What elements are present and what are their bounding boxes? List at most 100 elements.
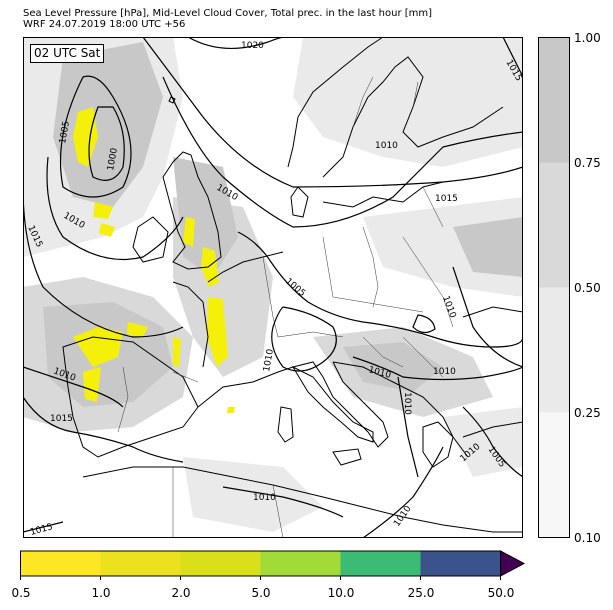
border-iberia bbox=[117, 366, 129, 433]
isobar-1010-iberia bbox=[23, 366, 124, 408]
coast-italy bbox=[291, 365, 374, 443]
precip-cell-iberia-2 bbox=[83, 367, 101, 402]
isobar-1015-scandinavia bbox=[502, 37, 523, 78]
border-scandinavia bbox=[352, 76, 374, 128]
isobar-1020 bbox=[187, 37, 303, 49]
map-canvas: 1020 1015 1010 1010 1015 1005 1000 1010 … bbox=[23, 37, 523, 538]
isobar-1015-north bbox=[142, 37, 523, 188]
border-poland-east bbox=[362, 226, 379, 308]
cloud-area-east-core bbox=[453, 217, 523, 277]
isobar-label: 1015 bbox=[29, 522, 54, 538]
precip-cell-iberia-4 bbox=[173, 337, 181, 367]
chart-title-line1: Sea Level Pressure [hPa], Mid-Level Clou… bbox=[23, 8, 433, 19]
prec-cbar-segment bbox=[420, 551, 501, 576]
prec-cbar-tick-label: 50.0 bbox=[487, 586, 515, 600]
border-africa-2 bbox=[272, 484, 284, 538]
isobar-1010-north bbox=[162, 76, 523, 228]
cloud-cover-colorbar bbox=[538, 37, 570, 538]
border-france-germany bbox=[262, 256, 279, 338]
coast-uk bbox=[162, 151, 222, 270]
cloud-cbar-tick-label: 0.75 bbox=[574, 156, 601, 170]
weather-map: 1020 1015 1010 1010 1015 1005 1000 1010 … bbox=[23, 37, 523, 538]
cloud-cbar-tick-label: 0.50 bbox=[574, 281, 601, 295]
prec-cbar-tick-label: 5.0 bbox=[251, 586, 271, 600]
cloud-cover-layer bbox=[23, 37, 523, 532]
cloud-cbar-segment bbox=[538, 162, 570, 288]
precip-cell-atlantic bbox=[73, 107, 98, 167]
cloud-cbar-segment bbox=[538, 412, 570, 538]
prec-cbar-tick-label: 2.0 bbox=[171, 586, 191, 600]
isobar-1015-west bbox=[23, 186, 184, 338]
isobar-label: 1000 bbox=[106, 147, 120, 172]
precipitation-layer bbox=[73, 107, 235, 413]
isobar-label: 1010 bbox=[375, 141, 398, 151]
cloud-area-uk bbox=[173, 157, 238, 277]
coast-iberia bbox=[62, 336, 199, 458]
isobar-label: 1010 bbox=[402, 392, 412, 415]
prec-cbar-segment bbox=[260, 551, 341, 576]
forecast-time-label: 02 UTC Sat bbox=[30, 44, 105, 63]
cloud-cbar-tick-label: 0.25 bbox=[574, 406, 601, 420]
cloud-area-turkey bbox=[443, 407, 523, 477]
isobar-1005-low bbox=[59, 75, 132, 198]
border-baltic-states bbox=[422, 186, 444, 228]
isobar-label: 1010 bbox=[440, 295, 457, 320]
isobar-1015-iberia bbox=[23, 396, 184, 463]
border-pyrenees bbox=[172, 371, 199, 383]
isobar-label: 1005 bbox=[58, 120, 72, 144]
precip-cell-france-2 bbox=[207, 297, 228, 367]
prec-cbar-tick-label: 25.0 bbox=[407, 586, 435, 600]
prec-cbar-segment bbox=[340, 551, 421, 576]
isobar-1010-balkans bbox=[352, 356, 523, 381]
border-finland bbox=[412, 81, 419, 108]
coast-france-north bbox=[207, 251, 284, 283]
coast-denmark bbox=[290, 186, 309, 218]
coast-france-west bbox=[172, 281, 209, 368]
coast-sweden-finland bbox=[322, 56, 504, 178]
precip-cell-iberia-3 bbox=[127, 322, 148, 337]
coast-north-africa bbox=[82, 466, 523, 533]
coast-turkey bbox=[462, 421, 523, 438]
precip-cell-france-1 bbox=[201, 247, 219, 287]
isobar-label: 1015 bbox=[435, 194, 458, 204]
prec-cbar-extend-arrow bbox=[500, 550, 526, 577]
border-layer bbox=[117, 76, 454, 538]
precip-cell-north-1 bbox=[99, 223, 115, 237]
prec-cbar-segment bbox=[100, 551, 181, 576]
cloud-area-balkans-core bbox=[343, 342, 443, 392]
chart-title-line2: WRF 24.07.2019 18:00 UTC +56 bbox=[23, 19, 186, 30]
precip-cell-iberia-1 bbox=[73, 327, 123, 367]
isobar-label: 1005 bbox=[283, 277, 307, 299]
prec-cbar-segment bbox=[20, 551, 101, 576]
isobar-1010-central bbox=[271, 306, 337, 372]
isobar-1010-southeast bbox=[362, 446, 444, 538]
prec-cbar-tick-label: 1.0 bbox=[91, 586, 111, 600]
isobar-label: 1015 bbox=[50, 414, 73, 424]
coast-black-sea bbox=[462, 306, 523, 318]
cloud-cbar-frame bbox=[538, 37, 570, 538]
border-balkans-2 bbox=[402, 336, 444, 378]
isobar-1010-east bbox=[452, 266, 523, 368]
isobar-layer bbox=[23, 37, 523, 538]
isobar-label: 1010 bbox=[253, 493, 276, 503]
isobar-1010-small-loop bbox=[412, 314, 436, 334]
coast-iceland-faroe bbox=[168, 96, 176, 104]
precipitation-colorbar bbox=[20, 550, 526, 580]
isobar-1005-central bbox=[237, 231, 523, 348]
map-frame bbox=[23, 37, 523, 538]
precip-cell-atlantic-small bbox=[93, 202, 113, 219]
prec-cbar-segment bbox=[180, 551, 261, 576]
border-east bbox=[402, 236, 454, 328]
coast-mediterranean-north bbox=[197, 361, 389, 448]
isobar-label: 1010 bbox=[392, 504, 413, 529]
border-alps bbox=[277, 331, 344, 338]
precip-cell-uk bbox=[183, 217, 195, 247]
cloud-cbar-tick-label: 1.00 bbox=[574, 31, 601, 45]
precip-cell-south bbox=[227, 407, 235, 413]
isobar-1010-greece bbox=[397, 376, 419, 478]
isobar-1015-south bbox=[23, 521, 64, 533]
prec-cbar-tick-label: 0.5 bbox=[11, 586, 31, 600]
prec-cbar-tick-label: 10.0 bbox=[327, 586, 355, 600]
cloud-cbar-segment bbox=[538, 287, 570, 413]
border-balkans-1 bbox=[362, 336, 404, 368]
